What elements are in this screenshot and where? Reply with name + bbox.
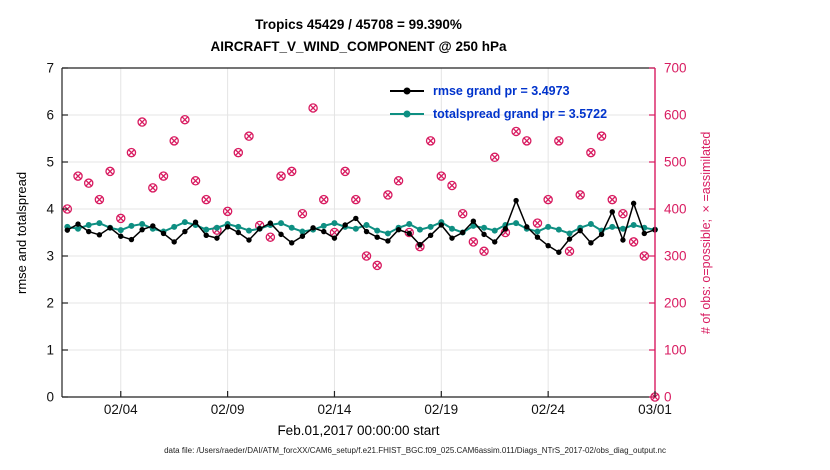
legend-item-rmse: rmse grand pr = 3.4973 xyxy=(390,79,607,102)
possible-obs-series xyxy=(62,103,660,402)
assimilated-obs-series xyxy=(63,104,659,401)
svg-text:02/14: 02/14 xyxy=(318,402,352,417)
tick-labels: 0 1 2 3 4 5 6 7 0 100 200 300 400 500 600 700 02/04 02/09… xyxy=(46,61,686,418)
svg-text:02/19: 02/19 xyxy=(424,402,458,417)
svg-text:300: 300 xyxy=(664,249,687,264)
spread-line-sample xyxy=(390,110,424,117)
svg-text:03/01: 03/01 xyxy=(638,402,672,417)
svg-text:0: 0 xyxy=(664,390,672,405)
rmse-series xyxy=(64,197,658,255)
svg-text:02/24: 02/24 xyxy=(531,402,565,417)
svg-text:600: 600 xyxy=(664,108,687,123)
plot-title: Tropics 45429 / 45708 = 99.390% AIRCRAFT… xyxy=(62,14,655,59)
rmse-marker-icon xyxy=(403,87,411,94)
grid-lines xyxy=(62,68,655,397)
svg-text:1: 1 xyxy=(46,343,54,358)
legend-item-totalspread: totalspread grand pr = 3.5722 xyxy=(390,102,607,125)
svg-text:400: 400 xyxy=(664,202,687,217)
svg-text:02/09: 02/09 xyxy=(211,402,245,417)
svg-text:0: 0 xyxy=(46,390,54,405)
left-axis-label: rmse and totalspread xyxy=(14,171,29,294)
svg-text:700: 700 xyxy=(664,61,687,76)
spread-marker-icon xyxy=(403,110,411,117)
data-file-footer: data file: /Users/raeder/DAI/ATM_forcXX/… xyxy=(164,446,666,455)
x-axis-label: Feb.01,2017 00:00:00 start xyxy=(277,423,440,438)
right-axis-label: # of obs: o=possible; ×=assimilated xyxy=(699,131,713,334)
legend-label-totalspread: totalspread grand pr = 3.5722 xyxy=(433,106,608,121)
rmse-line-sample xyxy=(390,87,424,94)
svg-text:2: 2 xyxy=(46,296,54,311)
svg-text:100: 100 xyxy=(664,343,687,358)
axes-box xyxy=(61,67,656,398)
title-line-2: AIRCRAFT_V_WIND_COMPONENT @ 250 hPa xyxy=(210,39,507,55)
svg-text:02/04: 02/04 xyxy=(104,402,138,417)
svg-text:4: 4 xyxy=(46,202,54,217)
svg-text:3: 3 xyxy=(46,249,54,264)
title-line-1: Tropics 45429 / 45708 = 99.390% xyxy=(255,17,462,32)
svg-text:200: 200 xyxy=(664,296,687,311)
svg-text:500: 500 xyxy=(664,155,687,170)
svg-text:7: 7 xyxy=(46,61,54,76)
legend-label-rmse: rmse grand pr = 3.4973 xyxy=(433,83,570,98)
legend: rmse grand pr = 3.4973 totalspread grand… xyxy=(390,79,607,125)
svg-text:6: 6 xyxy=(46,108,54,123)
svg-text:5: 5 xyxy=(46,155,54,170)
